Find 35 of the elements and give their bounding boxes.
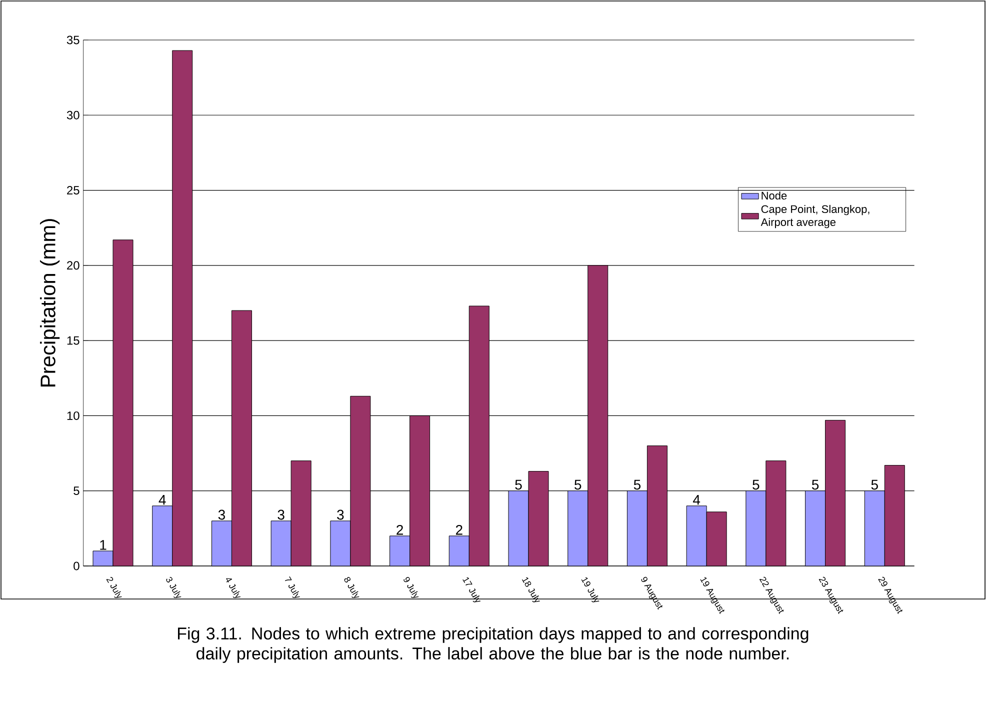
y-tick-label: 25 (67, 186, 80, 195)
data-label: 4 (158, 495, 166, 505)
x-tick-label: 17 July (462, 577, 481, 602)
x-tick-label: 8 July (344, 576, 360, 598)
data-label: 5 (634, 480, 641, 490)
caption: Fig 3.11. Nodes to which extreme precipitation days mapped to and corresponding daily precipitation amounts. The label above the blue bar is the node number. (178, 627, 808, 663)
x-tick-label: 4 July (226, 578, 241, 598)
y-tick-label: 10 (67, 411, 80, 420)
x-tick-label: 3 July (166, 576, 182, 598)
data-label: 3 (218, 510, 225, 520)
data-label: 5 (574, 480, 582, 490)
y-tick-label: 30 (66, 110, 80, 120)
data-label: 5 (515, 480, 522, 490)
x-tick-label: 7 July (284, 576, 300, 598)
data-label: 1 (100, 540, 106, 550)
x-tick-label: 19 July (581, 577, 600, 602)
legend-label: Node (762, 191, 787, 200)
data-label: 2 (396, 524, 403, 535)
legend-label: Cape Point, Slangkop, Airport average (760, 204, 870, 228)
y-tick-label: 35 (66, 36, 80, 44)
y-tick-label: 5 (74, 486, 80, 496)
y-tick-label: 15 (67, 336, 80, 345)
data-label: 3 (278, 510, 284, 520)
y-tick-label: 0 (74, 562, 80, 570)
y-tick-label: 20 (67, 261, 80, 270)
data-label: 2 (456, 524, 462, 535)
y-axis-title: Precipitation (mm) (40, 219, 60, 386)
data-label: 4 (692, 495, 700, 505)
data-label: 5 (812, 480, 819, 490)
data-label: 5 (871, 480, 878, 490)
x-tick-label: 2 July (106, 577, 122, 598)
data-label: 5 (752, 480, 760, 490)
x-tick-label: 9 July (404, 576, 419, 598)
data-label: 3 (337, 510, 344, 520)
x-tick-label: 18 July (522, 577, 540, 602)
